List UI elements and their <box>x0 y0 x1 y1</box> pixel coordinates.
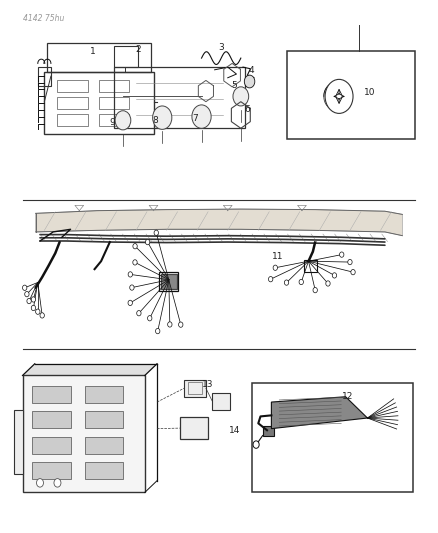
Bar <box>180 417 208 439</box>
Circle shape <box>313 287 318 293</box>
Text: 10: 10 <box>364 87 375 96</box>
Text: 14: 14 <box>229 426 240 435</box>
Circle shape <box>168 322 172 327</box>
Bar <box>32 385 71 402</box>
Bar <box>14 410 23 474</box>
Circle shape <box>115 111 131 130</box>
Circle shape <box>299 279 304 285</box>
Bar <box>85 462 123 479</box>
Circle shape <box>133 244 137 249</box>
Bar <box>99 114 130 126</box>
Bar <box>252 383 413 492</box>
Bar <box>32 437 71 454</box>
Text: 13: 13 <box>202 380 214 389</box>
Bar <box>44 72 153 134</box>
Bar <box>85 411 123 428</box>
Circle shape <box>332 273 337 278</box>
Text: 4: 4 <box>249 67 254 75</box>
Polygon shape <box>35 209 403 236</box>
Circle shape <box>128 272 132 277</box>
Bar <box>212 393 230 410</box>
Circle shape <box>179 322 183 327</box>
Bar <box>57 114 88 126</box>
Bar <box>287 51 416 139</box>
Circle shape <box>273 265 277 270</box>
Bar <box>161 274 177 289</box>
Text: 7: 7 <box>192 114 198 123</box>
Circle shape <box>31 297 35 302</box>
Bar <box>46 43 151 72</box>
Bar <box>38 67 51 86</box>
Bar <box>57 80 88 92</box>
Bar <box>187 382 202 394</box>
Circle shape <box>31 305 35 311</box>
Bar <box>99 97 130 109</box>
Circle shape <box>325 79 353 114</box>
Circle shape <box>40 313 44 318</box>
Circle shape <box>152 106 172 130</box>
Bar <box>57 97 88 109</box>
Circle shape <box>244 75 255 88</box>
Text: 2: 2 <box>135 45 141 54</box>
Circle shape <box>137 311 141 316</box>
Text: 11: 11 <box>272 253 284 261</box>
Circle shape <box>133 260 137 265</box>
Bar <box>85 385 123 402</box>
Circle shape <box>155 328 160 334</box>
Circle shape <box>284 280 289 285</box>
Bar <box>99 80 130 92</box>
Circle shape <box>36 479 43 487</box>
Bar <box>159 272 178 292</box>
Bar <box>85 437 123 454</box>
Bar <box>263 426 274 435</box>
Circle shape <box>326 281 330 286</box>
Circle shape <box>148 316 152 321</box>
Text: 4142 75hu: 4142 75hu <box>22 14 64 23</box>
Circle shape <box>253 441 259 448</box>
Polygon shape <box>272 397 367 429</box>
Circle shape <box>27 298 31 304</box>
Polygon shape <box>22 364 157 375</box>
Circle shape <box>268 277 273 282</box>
Text: 5: 5 <box>231 81 237 90</box>
Text: 12: 12 <box>342 392 353 401</box>
Bar <box>32 462 71 479</box>
Circle shape <box>348 260 352 265</box>
Circle shape <box>145 239 150 245</box>
Circle shape <box>192 105 211 128</box>
Circle shape <box>54 479 61 487</box>
Bar <box>184 379 206 397</box>
Bar <box>22 375 145 492</box>
Circle shape <box>351 270 355 275</box>
Text: 8: 8 <box>153 116 159 125</box>
Circle shape <box>339 252 344 257</box>
Text: 9: 9 <box>109 118 115 127</box>
Circle shape <box>154 230 159 236</box>
Text: 1: 1 <box>89 47 95 55</box>
Circle shape <box>233 87 249 106</box>
Circle shape <box>25 292 29 297</box>
Text: 3: 3 <box>218 43 224 52</box>
Circle shape <box>130 285 134 290</box>
Circle shape <box>22 285 27 290</box>
Bar <box>304 260 317 272</box>
Bar <box>114 67 245 128</box>
Circle shape <box>35 309 40 314</box>
Text: 6: 6 <box>244 105 250 114</box>
Bar <box>114 46 138 67</box>
Circle shape <box>128 300 132 305</box>
Bar <box>32 411 71 428</box>
